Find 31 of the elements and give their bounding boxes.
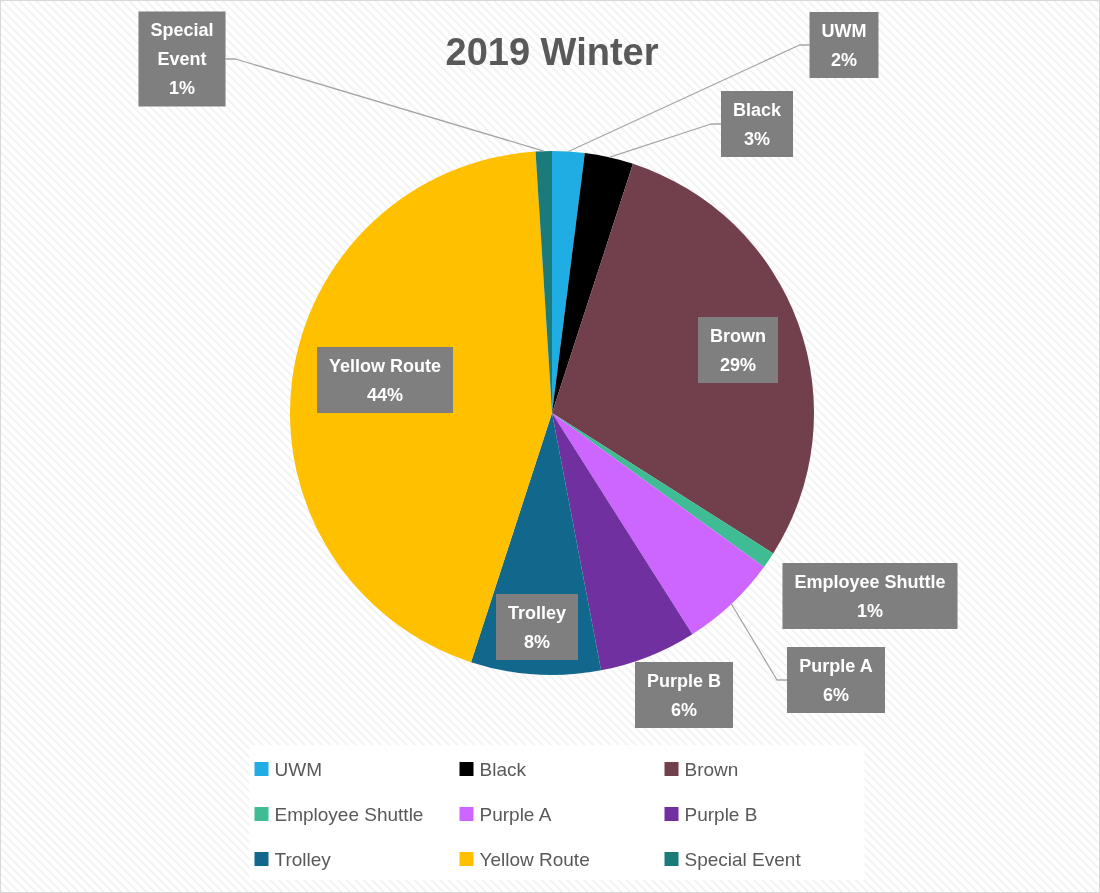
legend-label: Trolley bbox=[274, 848, 332, 870]
slice-label: Employee Shuttle bbox=[794, 571, 946, 592]
data-label: 6% bbox=[822, 684, 850, 705]
slice-label: Black bbox=[732, 99, 782, 120]
legend-label: Employee Shuttle bbox=[274, 803, 424, 825]
pie-slice bbox=[552, 413, 774, 567]
pie-slice bbox=[552, 153, 633, 413]
legend-label: Purple B bbox=[684, 803, 758, 825]
data-label: 2% bbox=[830, 49, 858, 70]
legend-label: Yellow Route bbox=[479, 848, 590, 870]
legend-label: Special Event bbox=[684, 848, 802, 870]
pie-slice bbox=[552, 163, 814, 554]
chart-title: 2019 Winter bbox=[445, 31, 659, 73]
legend-label: Brown bbox=[684, 758, 739, 780]
legend-label: Purple A bbox=[479, 803, 552, 825]
data-label: 29% bbox=[719, 354, 757, 375]
data-label: 1% bbox=[168, 78, 196, 98]
slice-label: UWM bbox=[821, 20, 867, 41]
slice-label: Special Event bbox=[150, 20, 214, 69]
data-label: 6% bbox=[670, 699, 698, 720]
legend-label: UWM bbox=[274, 758, 322, 780]
slice-label: Purple A bbox=[799, 655, 873, 676]
slice-label: Yellow Route bbox=[328, 355, 442, 376]
slice-label: Trolley bbox=[507, 602, 567, 623]
data-label: 1% bbox=[856, 600, 884, 621]
data-label: 8% bbox=[523, 631, 551, 652]
data-label: 3% bbox=[743, 128, 771, 149]
slice-label: Brown bbox=[710, 325, 766, 346]
slice-label: Purple B bbox=[646, 670, 722, 691]
legend-label: Black bbox=[479, 758, 527, 780]
data-label: 44% bbox=[366, 384, 404, 405]
